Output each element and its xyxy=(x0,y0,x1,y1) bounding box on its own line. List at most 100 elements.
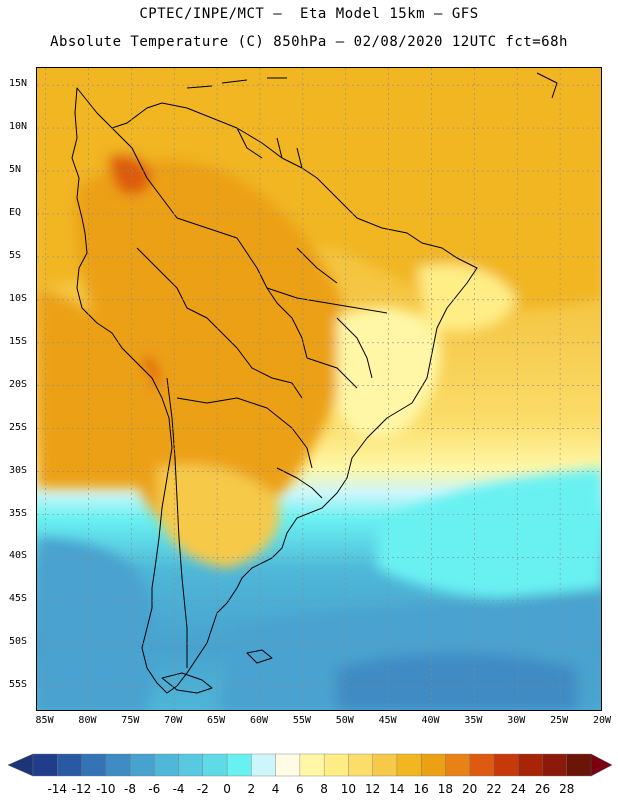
lat-tick-label: 5S xyxy=(9,249,22,261)
coastlines xyxy=(71,72,558,694)
colorbar-segment xyxy=(542,753,568,777)
border-peru-bolivia xyxy=(136,247,238,349)
colorbar-tick-label: 4 xyxy=(271,782,280,796)
field-northeast-mild xyxy=(417,264,517,332)
colorbar-segment xyxy=(57,753,83,777)
colorbar-segment xyxy=(518,753,543,777)
lat-tick-label: 15S xyxy=(9,335,28,347)
field-atlantic-cool xyxy=(377,468,601,599)
graticule xyxy=(37,68,601,710)
field-argentina-warm xyxy=(157,464,280,568)
lat-tick-label: 10S xyxy=(9,292,28,304)
temperature-map xyxy=(37,68,601,710)
field-north-very-hot xyxy=(107,154,152,195)
colorbar-tick-label: 26 xyxy=(534,782,551,796)
colorbar-segment xyxy=(81,753,107,777)
colorbar-tick-label: -4 xyxy=(172,782,185,796)
border-colombia-venezuela xyxy=(111,127,178,219)
lon-tick-label: 25W xyxy=(550,715,569,726)
lon-tick-label: 80W xyxy=(78,715,97,726)
map-panel[interactable] xyxy=(36,67,602,711)
colorbar-segment xyxy=(202,753,228,777)
colorbar-segment xyxy=(275,753,301,777)
lon-tick-label: 40W xyxy=(421,715,440,726)
colorbar-left-arrow xyxy=(7,753,34,777)
lon-tick-label: 70W xyxy=(164,715,183,726)
lon-tick-label: 35W xyxy=(464,715,483,726)
colorbar-tick-label: 0 xyxy=(223,782,231,796)
colorbar-segment xyxy=(154,753,180,777)
colorbar-segment xyxy=(129,753,155,777)
colorbar-tick-label: 16 xyxy=(413,782,429,796)
colorbar-tick-label: 18 xyxy=(437,782,454,796)
border-uruguay xyxy=(276,467,323,499)
lon-tick-label: 50W xyxy=(335,715,354,726)
colorbar-segment xyxy=(372,753,398,777)
colorbar-tick-label: 22 xyxy=(486,782,502,796)
lat-tick-label: 15N xyxy=(9,78,28,90)
lat-tick-label: 40S xyxy=(9,550,28,562)
lon-tick-label: 85W xyxy=(35,715,54,726)
colorbar-segment xyxy=(566,753,592,777)
colorbar-tick-label: -6 xyxy=(148,782,161,796)
temperature-colorbar xyxy=(7,753,613,777)
border-argentina-chile xyxy=(166,377,188,668)
lat-tick-label: EQ xyxy=(9,206,22,218)
colorbar-segment xyxy=(445,753,471,777)
lon-tick-label: 20W xyxy=(592,715,612,726)
colorbar-segment xyxy=(105,753,131,777)
colorbar-segment xyxy=(251,753,277,777)
colorbar-segment xyxy=(299,753,325,777)
colorbar-tick-label: 8 xyxy=(320,782,328,796)
colorbar-segment xyxy=(348,753,374,777)
colorbar-tick-label: -8 xyxy=(124,782,137,796)
map-title-line1: CPTEC/INPE/MCT – Eta Model 15km – GFS xyxy=(139,6,479,22)
colorbar-segment xyxy=(32,753,58,777)
colorbar-tick-label: 10 xyxy=(340,782,357,796)
lat-tick-label: 10N xyxy=(9,121,28,133)
lon-tick-label: 55W xyxy=(292,715,311,726)
colorbar-tick-label: -10 xyxy=(95,782,116,796)
field-deep-cold xyxy=(337,653,577,710)
colorbar-segment xyxy=(493,753,519,777)
colorbar-tick-label: 12 xyxy=(365,782,381,796)
colorbar-tick-label: 28 xyxy=(559,782,575,796)
lat-tick-label: 35S xyxy=(9,507,28,519)
border-bolivia-paraguay xyxy=(236,347,303,399)
lat-tick-label: 20S xyxy=(9,378,28,390)
field-pacific-cold xyxy=(37,538,155,710)
lat-tick-label: 5N xyxy=(9,164,22,176)
colorbar-segment xyxy=(469,753,495,777)
border-argentina-north xyxy=(176,397,313,469)
colorbar-tick-label: 20 xyxy=(462,782,478,796)
colorbar-segment xyxy=(323,753,349,777)
colorbar-segment xyxy=(420,753,446,777)
south-america-outline xyxy=(71,87,478,694)
lon-tick-label: 45W xyxy=(378,715,397,726)
tierra-del-fuego xyxy=(161,672,213,694)
lon-tick-label: 75W xyxy=(121,715,140,726)
lat-tick-label: 55S xyxy=(9,679,28,691)
field-pacific-warm xyxy=(37,288,164,488)
lon-tick-label: 65W xyxy=(207,715,226,726)
lat-tick-label: 45S xyxy=(9,593,28,605)
lon-tick-label: 30W xyxy=(507,715,526,726)
colorbar-right-arrow xyxy=(590,753,613,777)
lat-tick-label: 50S xyxy=(9,636,28,648)
border-brazil-states xyxy=(266,247,388,389)
border-guianas xyxy=(236,127,303,169)
colorbar-tick-label: -14 xyxy=(47,782,68,796)
lon-tick-label: 60W xyxy=(249,715,268,726)
colorbar-segment xyxy=(178,753,204,777)
colorbar-segment xyxy=(226,753,252,777)
field-brazil-mild xyxy=(337,307,441,439)
colorbar-tick-label: 2 xyxy=(247,782,256,796)
caribbean-islands xyxy=(186,72,558,99)
map-title-line2: Absolute Temperature (C) 850hPa – 02/08/… xyxy=(50,34,568,50)
lat-tick-label: 25S xyxy=(9,421,28,433)
colorbar-segment xyxy=(396,753,422,777)
colorbar-tick-label: -2 xyxy=(196,782,209,796)
colorbar-tick-label: 24 xyxy=(510,782,526,796)
falkland-islands xyxy=(246,649,273,664)
colorbar-tick-label: 14 xyxy=(389,782,405,796)
